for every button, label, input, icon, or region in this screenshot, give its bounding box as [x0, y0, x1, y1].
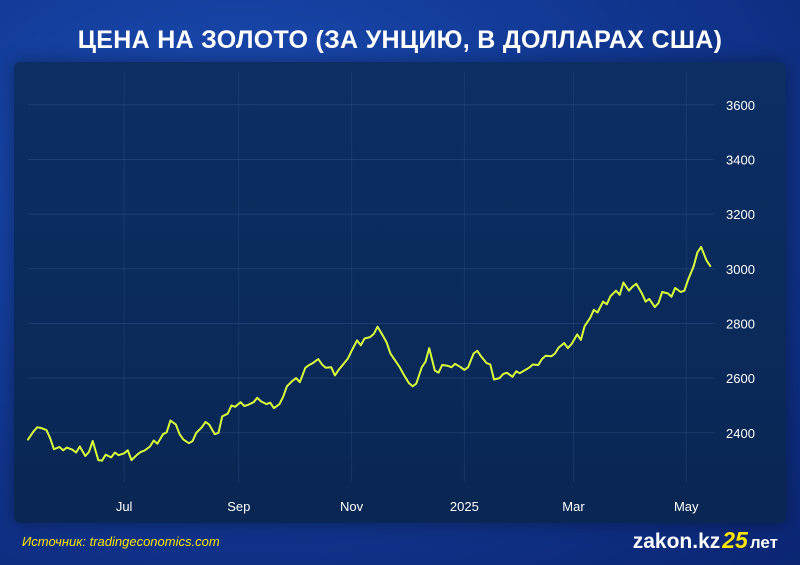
- y-tick-label: 2600: [726, 371, 755, 386]
- zakon-logo: zakon.kz 25 лет: [633, 527, 778, 554]
- logo-number: 25: [722, 527, 748, 553]
- y-tick-label: 2800: [726, 316, 755, 331]
- y-tick-label: 2400: [726, 426, 755, 441]
- gold-price-chart: 2400 2600 2800 3000 3200 3400 3600 Jul Sep Nov 20…: [27, 72, 755, 514]
- series-layer: [27, 245, 712, 462]
- x-tick-label: Mar: [562, 499, 585, 514]
- chart-panel: [14, 62, 786, 523]
- y-tick-label: 3000: [726, 262, 755, 277]
- logo-suffix: лет: [749, 533, 778, 552]
- x-tick-label: 2025: [450, 499, 479, 514]
- x-tick-label: May: [674, 499, 699, 514]
- y-axis: 2400 2600 2800 3000 3200 3400 3600: [726, 98, 755, 441]
- y-tick-label: 3200: [726, 207, 755, 222]
- x-axis: Jul Sep Nov 2025 Mar May: [116, 499, 699, 514]
- y-tick-label: 3600: [726, 98, 755, 113]
- logo-name: zakon.kz: [632, 530, 721, 553]
- chart-grid: [28, 72, 714, 482]
- x-tick-label: Jul: [116, 499, 133, 514]
- source-note: Источник: tradingeconomics.com: [22, 534, 220, 549]
- price-line: [27, 245, 712, 462]
- x-tick-label: Sep: [227, 499, 250, 514]
- y-tick-label: 3400: [726, 152, 755, 167]
- x-tick-label: Nov: [340, 499, 364, 514]
- chart-title: ЦЕНА НА ЗОЛОТО (ЗА УНЦИЮ, В ДОЛЛАРАХ США…: [77, 26, 723, 54]
